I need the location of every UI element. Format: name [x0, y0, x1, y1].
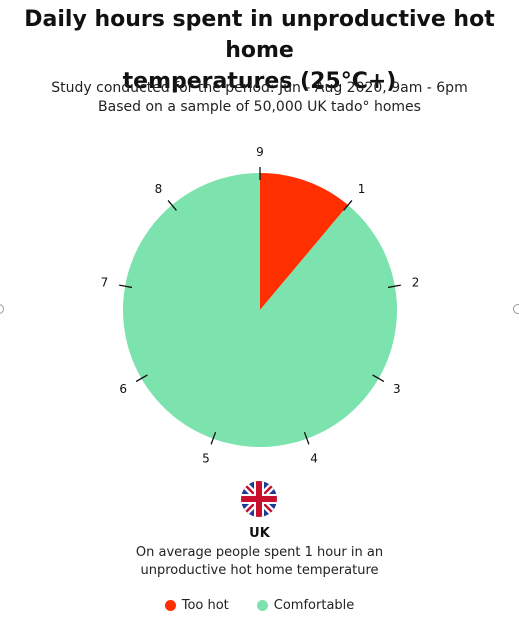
uk-flag-icon	[241, 481, 277, 517]
hour-tick-1	[343, 200, 353, 211]
pie-slice-too-hot	[260, 173, 349, 310]
hour-label-1: 1	[358, 182, 366, 196]
hour-tick-6	[135, 374, 148, 383]
caption-line-1: On average people spent 1 hour in an	[135, 545, 384, 560]
pie-chart: 9 1 2 3 4 5 6 7 8	[101, 145, 420, 465]
hour-tick-2	[387, 284, 401, 289]
right-resize-handle[interactable]	[513, 304, 519, 314]
hour-label-9: 9	[256, 145, 264, 159]
subtitle-line-2: Based on a sample of 50,000 UK tado° hom…	[98, 99, 421, 115]
legend-item-too-hot: Too hot	[164, 598, 229, 613]
hour-tick-3	[372, 374, 385, 383]
region-label: UK	[249, 526, 270, 541]
hour-tick-7	[119, 284, 133, 289]
hour-label-5: 5	[202, 451, 210, 465]
chart-caption: On average people spent 1 hour in an unp…	[0, 544, 519, 580]
hour-label-6: 6	[119, 382, 127, 396]
hour-tick-5	[210, 431, 217, 445]
hour-label-4: 4	[310, 451, 318, 465]
hour-label-7: 7	[101, 276, 109, 290]
legend-label-too-hot: Too hot	[181, 598, 229, 613]
chart-title: Daily hours spent in unproductive hot ho…	[0, 4, 519, 97]
legend-swatch-comfortable	[256, 600, 268, 611]
pie-slice-comfortable	[122, 173, 397, 448]
hour-tick-4	[303, 431, 310, 445]
hour-tick-8	[167, 200, 177, 211]
hour-label-8: 8	[155, 182, 163, 196]
caption-line-2: unproductive hot home temperature	[140, 563, 379, 578]
legend-item-comfortable: Comfortable	[256, 598, 355, 613]
hour-label-3: 3	[393, 382, 401, 396]
legend-label-comfortable: Comfortable	[273, 598, 355, 613]
subtitle-line-1: Study conducted for the period: Jun - Au…	[51, 80, 468, 96]
chart-subtitle: Study conducted for the period: Jun - Au…	[0, 79, 519, 117]
title-line-2: temperatures (25°C+)	[122, 69, 397, 94]
legend-swatch-too-hot	[164, 600, 176, 611]
legend: Too hot Comfortable	[0, 598, 519, 613]
hour-label-2: 2	[412, 276, 420, 290]
title-line-1: Daily hours spent in unproductive hot ho…	[24, 7, 495, 63]
